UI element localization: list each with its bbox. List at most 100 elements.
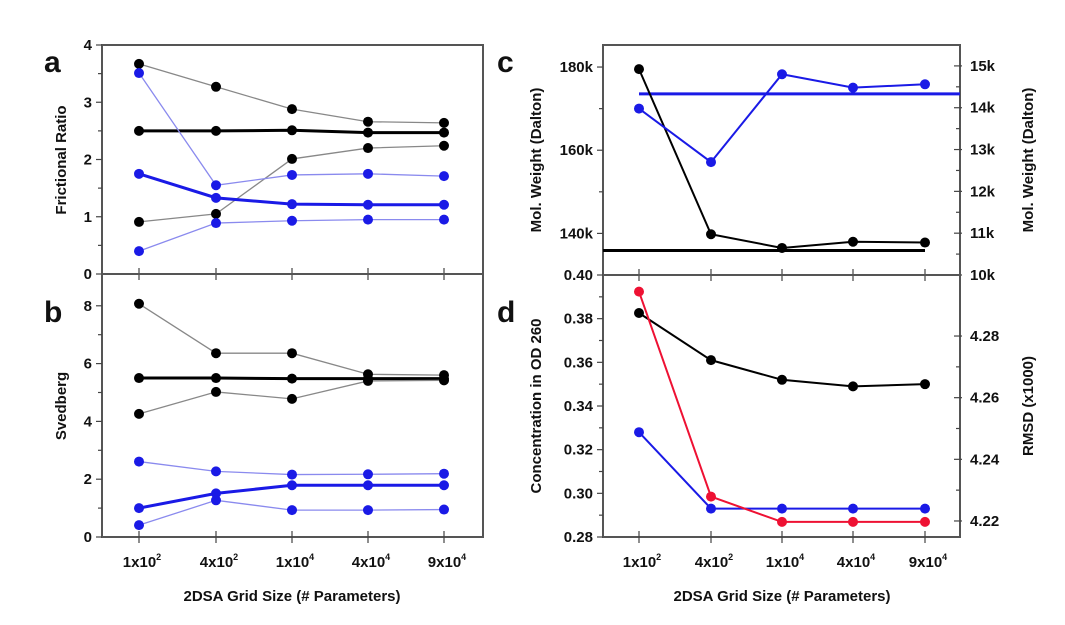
y-tick-label: 1 bbox=[84, 209, 92, 226]
y-tick-label: 0.38 bbox=[564, 311, 593, 328]
black-lower-point bbox=[363, 375, 373, 386]
black-mw-point bbox=[848, 236, 858, 247]
blue-upper-point bbox=[211, 466, 221, 477]
blue-upper-point bbox=[287, 169, 297, 180]
x-tick-label: 1x102 bbox=[623, 552, 661, 571]
x-tick-label: 9x104 bbox=[909, 552, 947, 571]
x-tick-label: 9x104 bbox=[428, 552, 466, 571]
x-tick-label: 4x104 bbox=[837, 552, 875, 571]
black-lower-point bbox=[363, 143, 373, 154]
black-mean-point bbox=[439, 127, 449, 138]
blue-mw-point bbox=[706, 157, 716, 168]
blue-concentration-point bbox=[848, 503, 858, 514]
red-rmsd-point bbox=[848, 516, 858, 527]
black-upper-point bbox=[134, 58, 144, 69]
y-tick-label: 0 bbox=[84, 529, 92, 546]
black-lower-point bbox=[439, 375, 449, 386]
blue-lower-point bbox=[211, 218, 221, 229]
y-tick-label: 0.34 bbox=[564, 398, 594, 415]
black-mw-line bbox=[638, 68, 926, 249]
plot-frame bbox=[602, 274, 961, 538]
black-lower-point bbox=[287, 393, 297, 404]
black-upper-line bbox=[138, 303, 445, 376]
black-concentration-point bbox=[848, 381, 858, 392]
y-right-tick-label: 4.24 bbox=[970, 451, 1000, 468]
y-tick-label: 0.36 bbox=[564, 354, 593, 371]
black-concentration-point bbox=[634, 307, 644, 318]
y-tick-label: 180k bbox=[560, 59, 594, 76]
panel-a: 0 1 2 3 4 bbox=[84, 37, 484, 283]
black-mean-point bbox=[287, 373, 297, 384]
black-concentration-point bbox=[706, 355, 716, 366]
panel-b: 1x102 4x102 1x104 4x104 9x104 0 2 4 6 8 bbox=[84, 273, 484, 571]
y-tick-label: 0.40 bbox=[564, 267, 593, 284]
x-tick-label: 1x104 bbox=[766, 552, 804, 571]
black-lower-point bbox=[287, 153, 297, 164]
y-right-tick-label: 11k bbox=[970, 225, 995, 242]
black-concentration-point bbox=[920, 379, 930, 390]
y-right-tick-label: 4.22 bbox=[970, 513, 999, 530]
x-tick-label: 1x102 bbox=[123, 552, 161, 571]
y-tick-label: 4 bbox=[84, 413, 93, 430]
y-tick-label: 4 bbox=[84, 37, 93, 54]
blue-upper-point bbox=[439, 171, 449, 182]
ylabel-b: Svedberg bbox=[53, 372, 70, 440]
ylabel-d-left: Concentration in OD 260 bbox=[528, 318, 545, 493]
blue-upper-point bbox=[363, 168, 373, 179]
y-tick-label: 6 bbox=[84, 356, 92, 373]
blue-mean-point bbox=[439, 480, 449, 491]
blue-lower-point bbox=[134, 520, 144, 531]
black-upper-point bbox=[287, 348, 297, 359]
blue-concentration-line bbox=[638, 431, 925, 510]
red-rmsd-line bbox=[638, 291, 925, 523]
blue-upper-point bbox=[134, 456, 144, 467]
xlabel-b: 2DSA Grid Size (# Parameters) bbox=[183, 588, 400, 605]
plot-frame bbox=[602, 44, 961, 276]
y-right-tick-label: 12k bbox=[970, 183, 996, 200]
panel-label-a: a bbox=[44, 46, 61, 79]
blue-mean-point bbox=[134, 168, 144, 179]
black-lower-point bbox=[211, 386, 221, 397]
plot-frame bbox=[101, 273, 484, 538]
panel-label-d: d bbox=[497, 296, 515, 329]
y-tick-label: 2 bbox=[84, 471, 92, 488]
y-tick-label: 8 bbox=[84, 298, 92, 315]
blue-concentration-point bbox=[920, 503, 930, 514]
black-upper-point bbox=[211, 348, 221, 359]
panel-label-b: b bbox=[44, 296, 62, 329]
panel-c: 140k 160k 180k 10k 11k 12k 13k 14k 15k bbox=[560, 44, 996, 284]
blue-upper-point bbox=[439, 468, 449, 479]
y-right-tick-label: 10k bbox=[970, 267, 996, 284]
y-right-tick-label: 4.28 bbox=[970, 328, 999, 345]
black-mean-point bbox=[134, 125, 144, 136]
blue-mean-point bbox=[211, 488, 221, 499]
black-upper-point bbox=[211, 81, 221, 92]
ylabel-c-right: Mol. Weight (Dalton) bbox=[1020, 88, 1037, 233]
blue-mw-point bbox=[848, 82, 858, 93]
blue-lower-point bbox=[363, 214, 373, 225]
blue-lower-point bbox=[439, 504, 449, 515]
blue-lower-point bbox=[439, 214, 449, 225]
blue-upper-point bbox=[363, 469, 373, 480]
blue-mean-point bbox=[363, 480, 373, 491]
black-lower-point bbox=[134, 408, 144, 419]
y-tick-label: 3 bbox=[84, 94, 92, 111]
blue-lower-point bbox=[134, 246, 144, 257]
y-tick-label: 0.30 bbox=[564, 485, 593, 502]
ylabel-d-right: RMSD (x1000) bbox=[1020, 356, 1037, 456]
y-tick-label: 160k bbox=[560, 142, 594, 159]
y-right-tick-label: 14k bbox=[970, 100, 996, 117]
black-mw-point bbox=[634, 64, 644, 75]
blue-mean-point bbox=[134, 503, 144, 514]
black-concentration-point bbox=[777, 374, 787, 385]
black-mean-point bbox=[134, 373, 144, 384]
blue-mean-point bbox=[287, 199, 297, 210]
y-tick-label: 140k bbox=[560, 225, 594, 242]
x-tick-label: 4x102 bbox=[695, 552, 733, 571]
y-right-tick-label: 13k bbox=[970, 142, 996, 159]
black-upper-point bbox=[439, 117, 449, 128]
xlabel-d: 2DSA Grid Size (# Parameters) bbox=[673, 588, 890, 605]
black-upper-point bbox=[134, 298, 144, 309]
red-rmsd-point bbox=[706, 491, 716, 502]
